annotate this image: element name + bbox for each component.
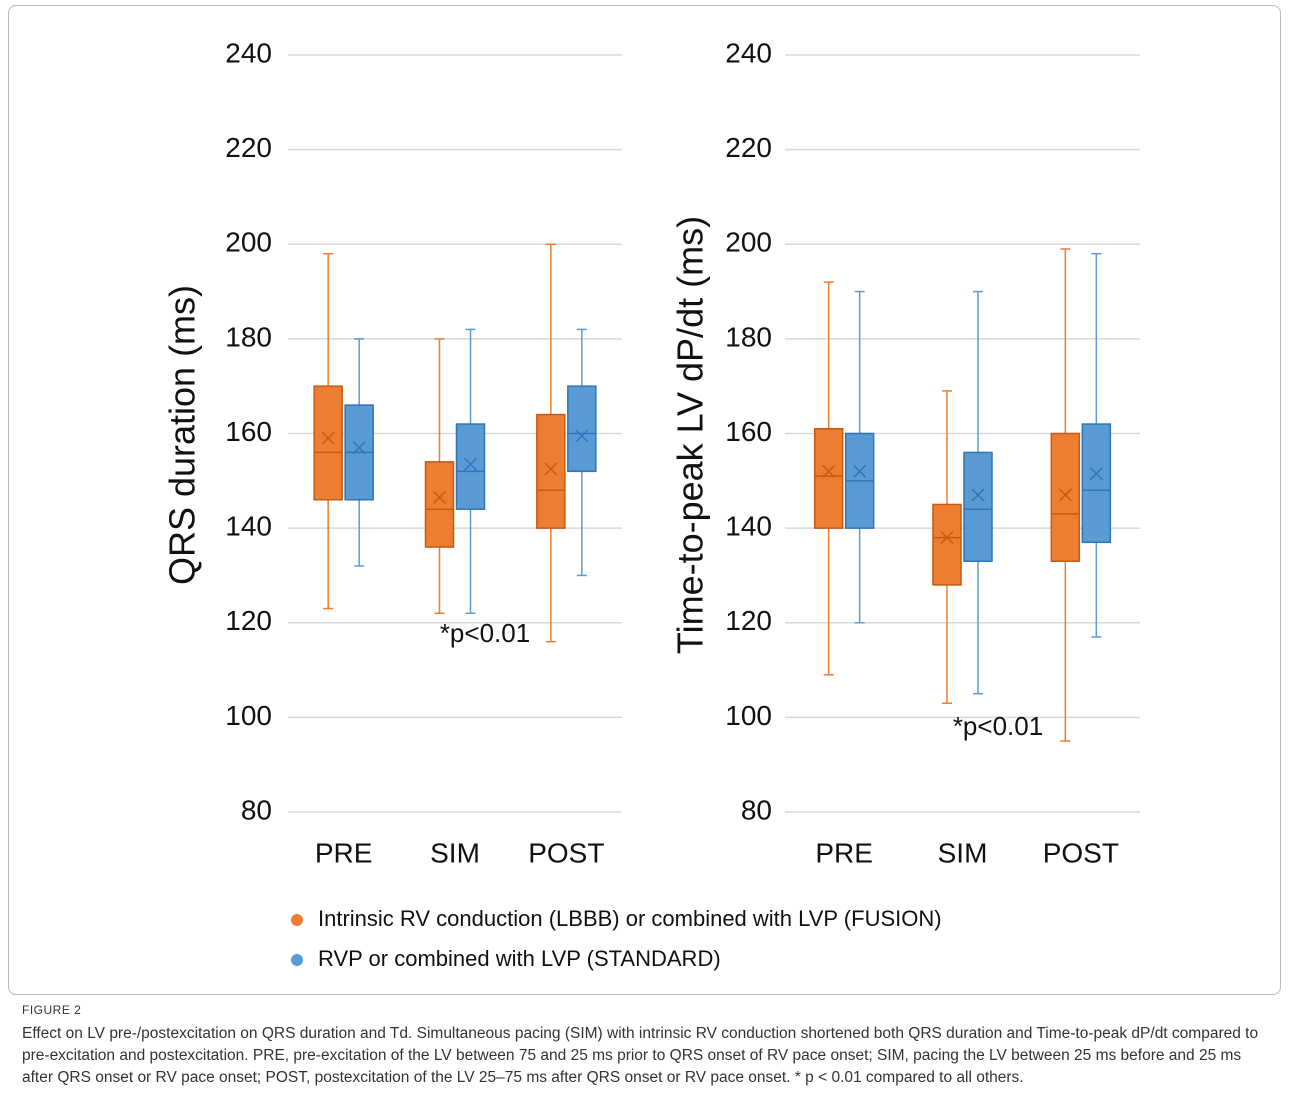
mean-marker xyxy=(940,531,954,545)
x-tick-label: PRE xyxy=(315,837,373,868)
mean-marker xyxy=(352,441,366,455)
mean-marker xyxy=(822,464,836,478)
mean-marker xyxy=(544,462,558,476)
y-tick-label: 120 xyxy=(225,605,272,636)
mean-marker xyxy=(1089,467,1103,481)
legend-label: RVP or combined with LVP (STANDARD) xyxy=(318,946,721,971)
box xyxy=(963,451,993,562)
y-axis-label: QRS duration (ms) xyxy=(162,285,203,585)
legend-label: Intrinsic RV conduction (LBBB) or combin… xyxy=(318,906,942,931)
y-tick-label: 160 xyxy=(225,416,272,447)
y-tick-label: 200 xyxy=(725,227,772,258)
y-tick-label: 240 xyxy=(725,37,772,68)
annotation: *p<0.01 xyxy=(953,711,1043,741)
box xyxy=(536,413,566,529)
y-tick-label: 180 xyxy=(725,321,772,352)
box xyxy=(1050,432,1081,562)
box xyxy=(813,428,844,529)
caption: FIGURE 2 Effect on LV pre-/postexcitatio… xyxy=(22,1003,1272,1089)
mean-marker xyxy=(971,488,985,502)
x-tick-label: POST xyxy=(1043,837,1119,868)
box xyxy=(455,423,486,510)
y-tick-label: 180 xyxy=(225,321,272,352)
mean-marker xyxy=(463,457,478,471)
box xyxy=(567,385,597,473)
mean-marker xyxy=(321,431,335,445)
legend-marker xyxy=(291,914,303,926)
y-tick-label: 80 xyxy=(741,794,772,825)
y-tick-label: 100 xyxy=(225,700,272,731)
y-tick-label: 80 xyxy=(241,794,272,825)
figure-label: FIGURE 2 xyxy=(22,1003,82,1017)
mean-marker xyxy=(575,429,589,443)
x-tick-label: SIM xyxy=(938,837,988,868)
legend-marker xyxy=(291,954,303,966)
y-tick-label: 200 xyxy=(225,227,272,258)
y-tick-label: 220 xyxy=(725,132,772,163)
y-tick-label: 220 xyxy=(225,132,272,163)
y-tick-label: 100 xyxy=(725,700,772,731)
x-tick-label: POST xyxy=(528,837,604,868)
caption-text: Effect on LV pre-/postexcitation on QRS … xyxy=(22,1025,1259,1086)
annotation: *p<0.01 xyxy=(440,618,530,648)
chart: 80 100 120 140 160 180 200 220 240 QRS duration (… xyxy=(162,37,1140,971)
x-tick-label: SIM xyxy=(430,837,480,868)
y-tick-label: 120 xyxy=(725,605,772,636)
mean-marker xyxy=(1058,488,1072,502)
x-tick-label: PRE xyxy=(815,837,873,868)
box xyxy=(424,461,455,548)
y-axis-label: Time-to-peak LV dP/dt (ms) xyxy=(670,216,711,654)
y-tick-label: 140 xyxy=(725,511,772,542)
mean-marker xyxy=(853,464,867,478)
box xyxy=(313,385,343,501)
mean-marker xyxy=(432,490,447,504)
y-tick-label: 160 xyxy=(725,416,772,447)
y-tick-label: 140 xyxy=(225,511,272,542)
box xyxy=(1081,423,1112,544)
box xyxy=(932,503,962,586)
y-tick-label: 240 xyxy=(225,37,272,68)
figure-frame xyxy=(8,5,1281,995)
